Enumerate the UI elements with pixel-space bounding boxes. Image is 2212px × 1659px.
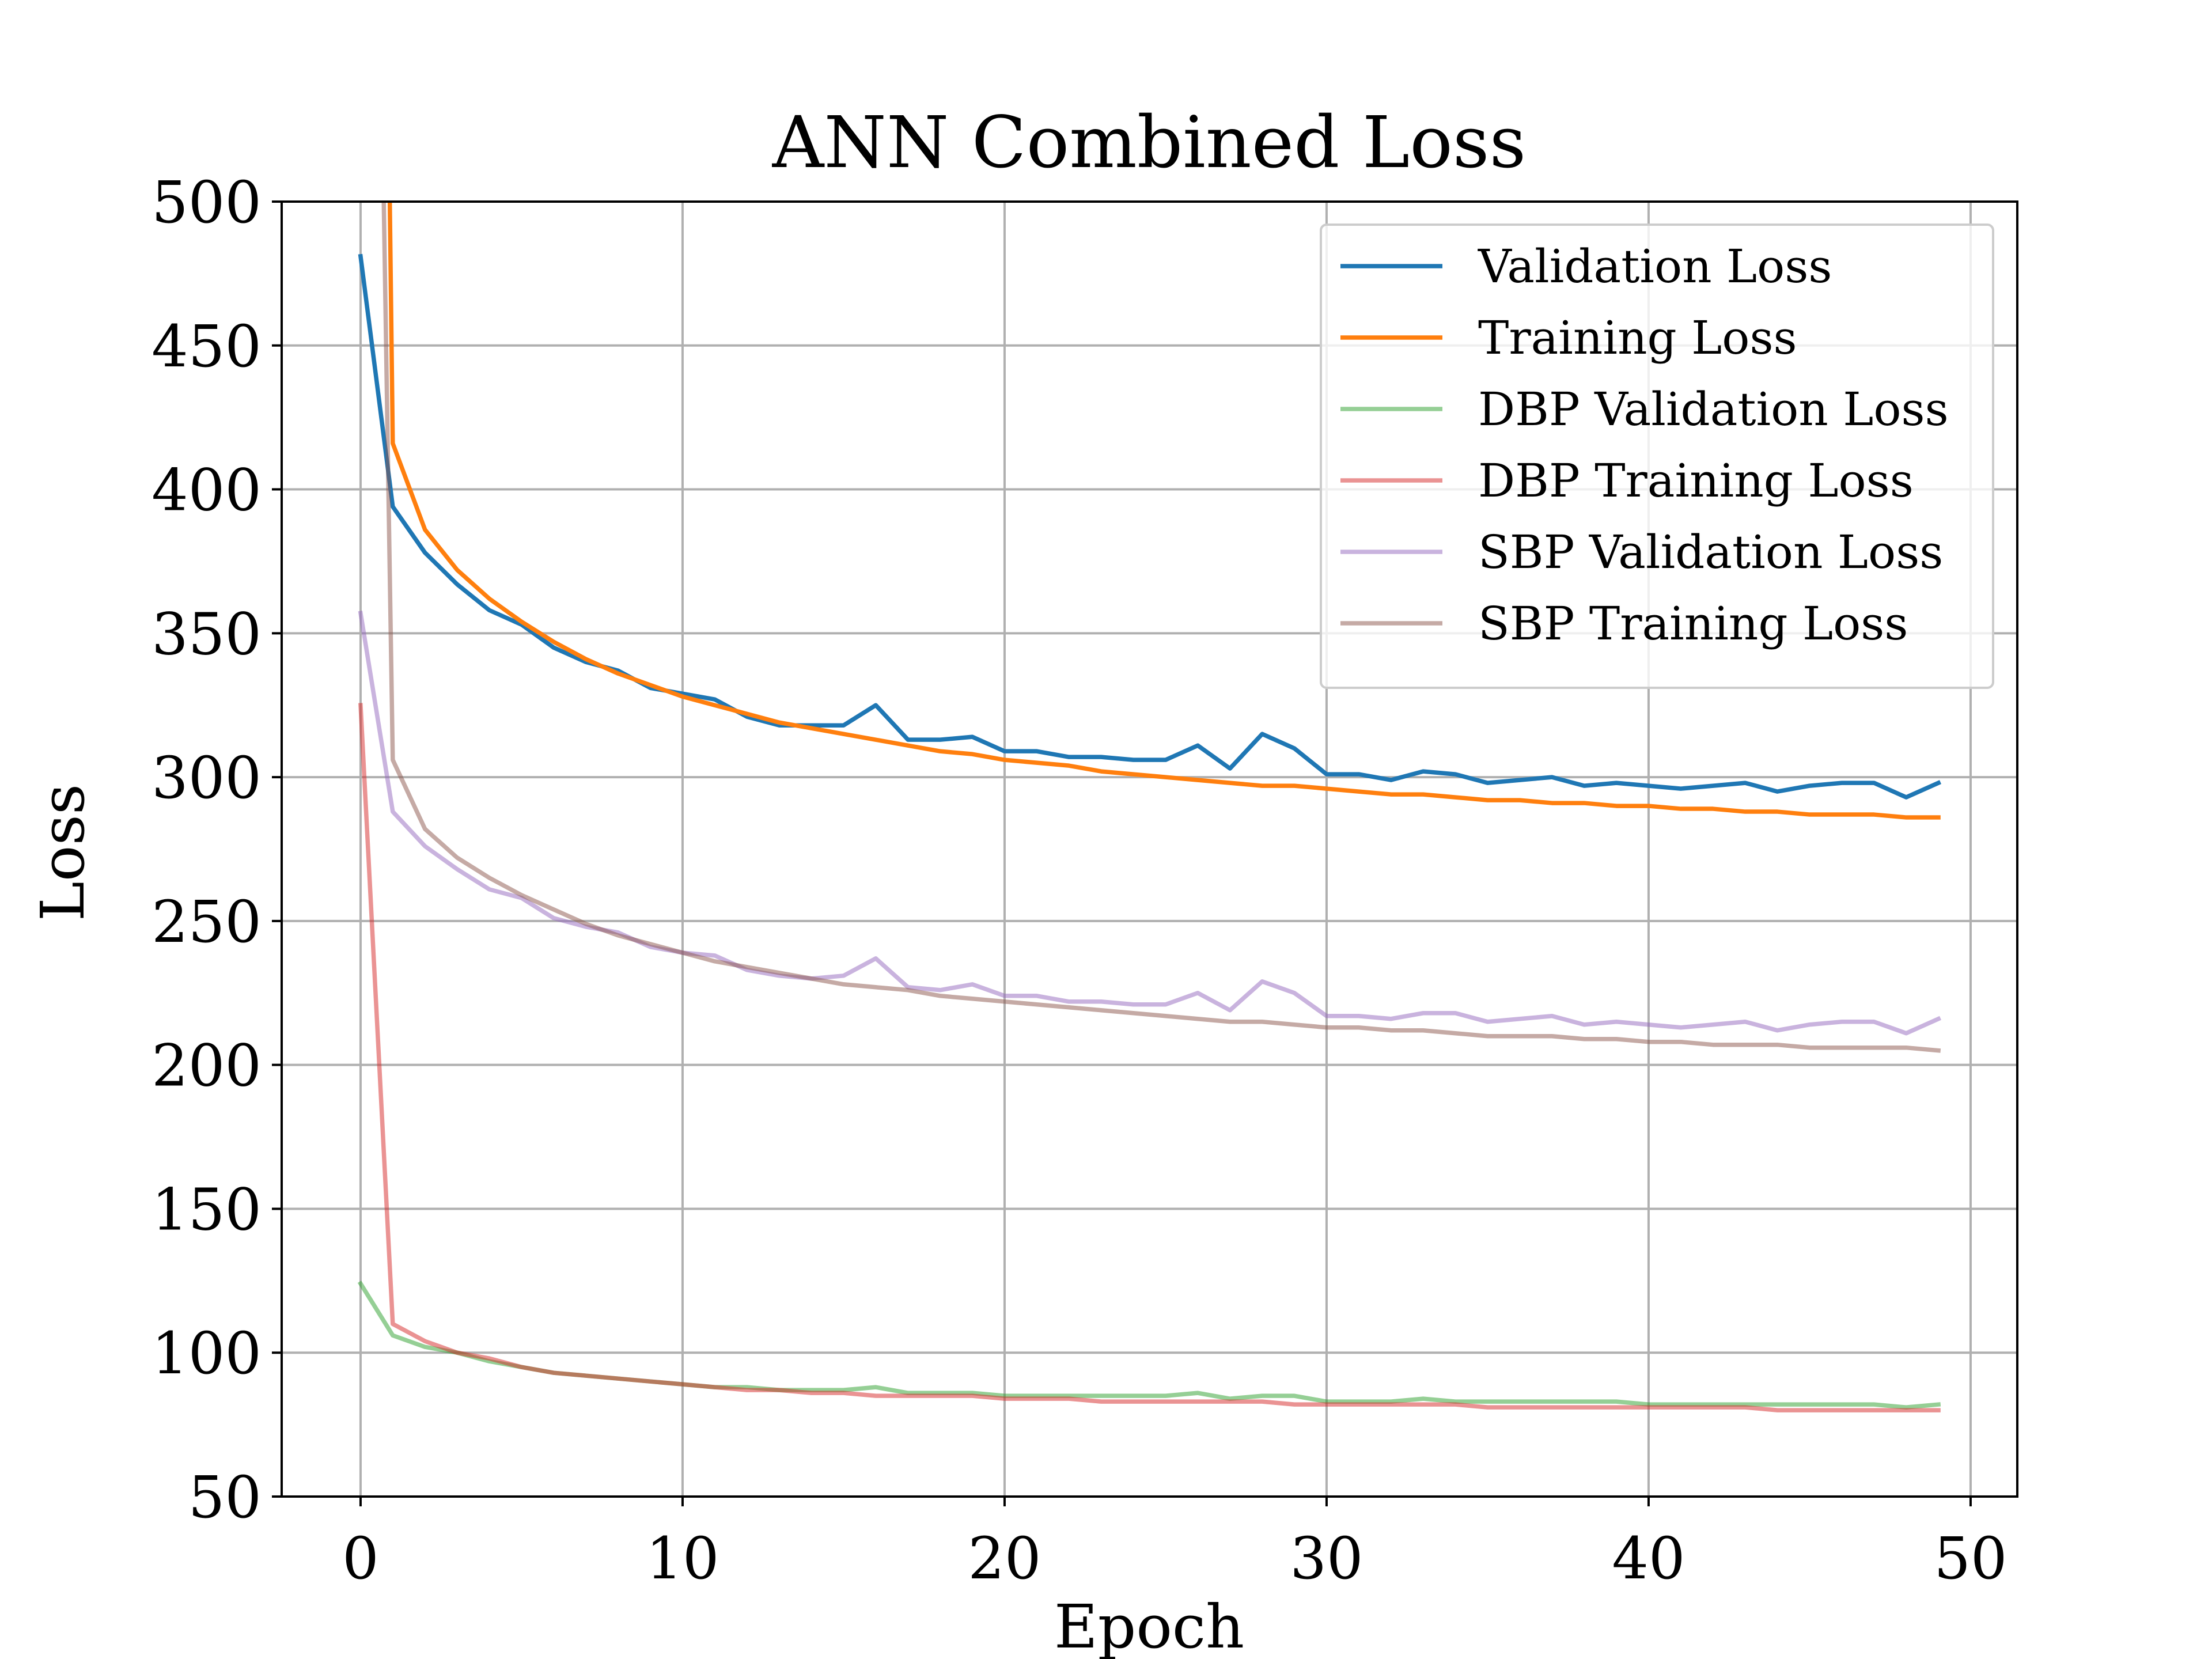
legend-label: Training Loss <box>1478 311 1797 365</box>
x-tick-label: 10 <box>646 1525 719 1592</box>
ticks: 0 10 20 30 40 50 50 100 150 200 250 300 350 400 450 500 <box>151 169 2007 1592</box>
legend-label: DBP Validation Loss <box>1478 382 1949 436</box>
y-tick-label: 100 <box>151 1320 262 1387</box>
x-tick-label: 40 <box>1612 1525 1685 1592</box>
x-tick-label: 20 <box>968 1525 1041 1592</box>
chart-title: ANN Combined Loss <box>772 101 1526 184</box>
y-tick-label: 50 <box>188 1464 262 1531</box>
y-tick-label: 450 <box>151 313 262 380</box>
legend-label: SBP Training Loss <box>1478 597 1908 650</box>
plot-area <box>357 202 1942 1412</box>
y-tick-label: 350 <box>151 600 262 668</box>
x-tick-label: 50 <box>1934 1525 2007 1592</box>
x-tick-label: 0 <box>342 1525 379 1592</box>
legend-label: SBP Validation Loss <box>1478 525 1943 579</box>
legend: Validation Loss Training Loss DBP Validati… <box>1320 224 1994 689</box>
x-axis-label: Epoch <box>1054 1592 1244 1659</box>
legend-label: DBP Training Loss <box>1478 454 1914 507</box>
x-tick-label: 30 <box>1290 1525 1363 1592</box>
series-line <box>358 703 1941 1412</box>
axes-frame <box>281 200 2018 1498</box>
y-tick-label: 400 <box>151 457 262 524</box>
y-axis-label: Loss <box>28 784 98 921</box>
series-line <box>381 202 1941 1053</box>
legend-box <box>1320 224 1994 689</box>
y-tick-label: 250 <box>151 888 262 956</box>
legend-label: Validation Loss <box>1478 240 1832 293</box>
y-tick-label: 300 <box>151 744 262 812</box>
y-tick-label: 500 <box>151 169 262 236</box>
y-tick-label: 150 <box>151 1176 262 1243</box>
series-line <box>387 202 1941 820</box>
y-tick-label: 200 <box>151 1032 262 1100</box>
grid <box>282 200 2017 1498</box>
